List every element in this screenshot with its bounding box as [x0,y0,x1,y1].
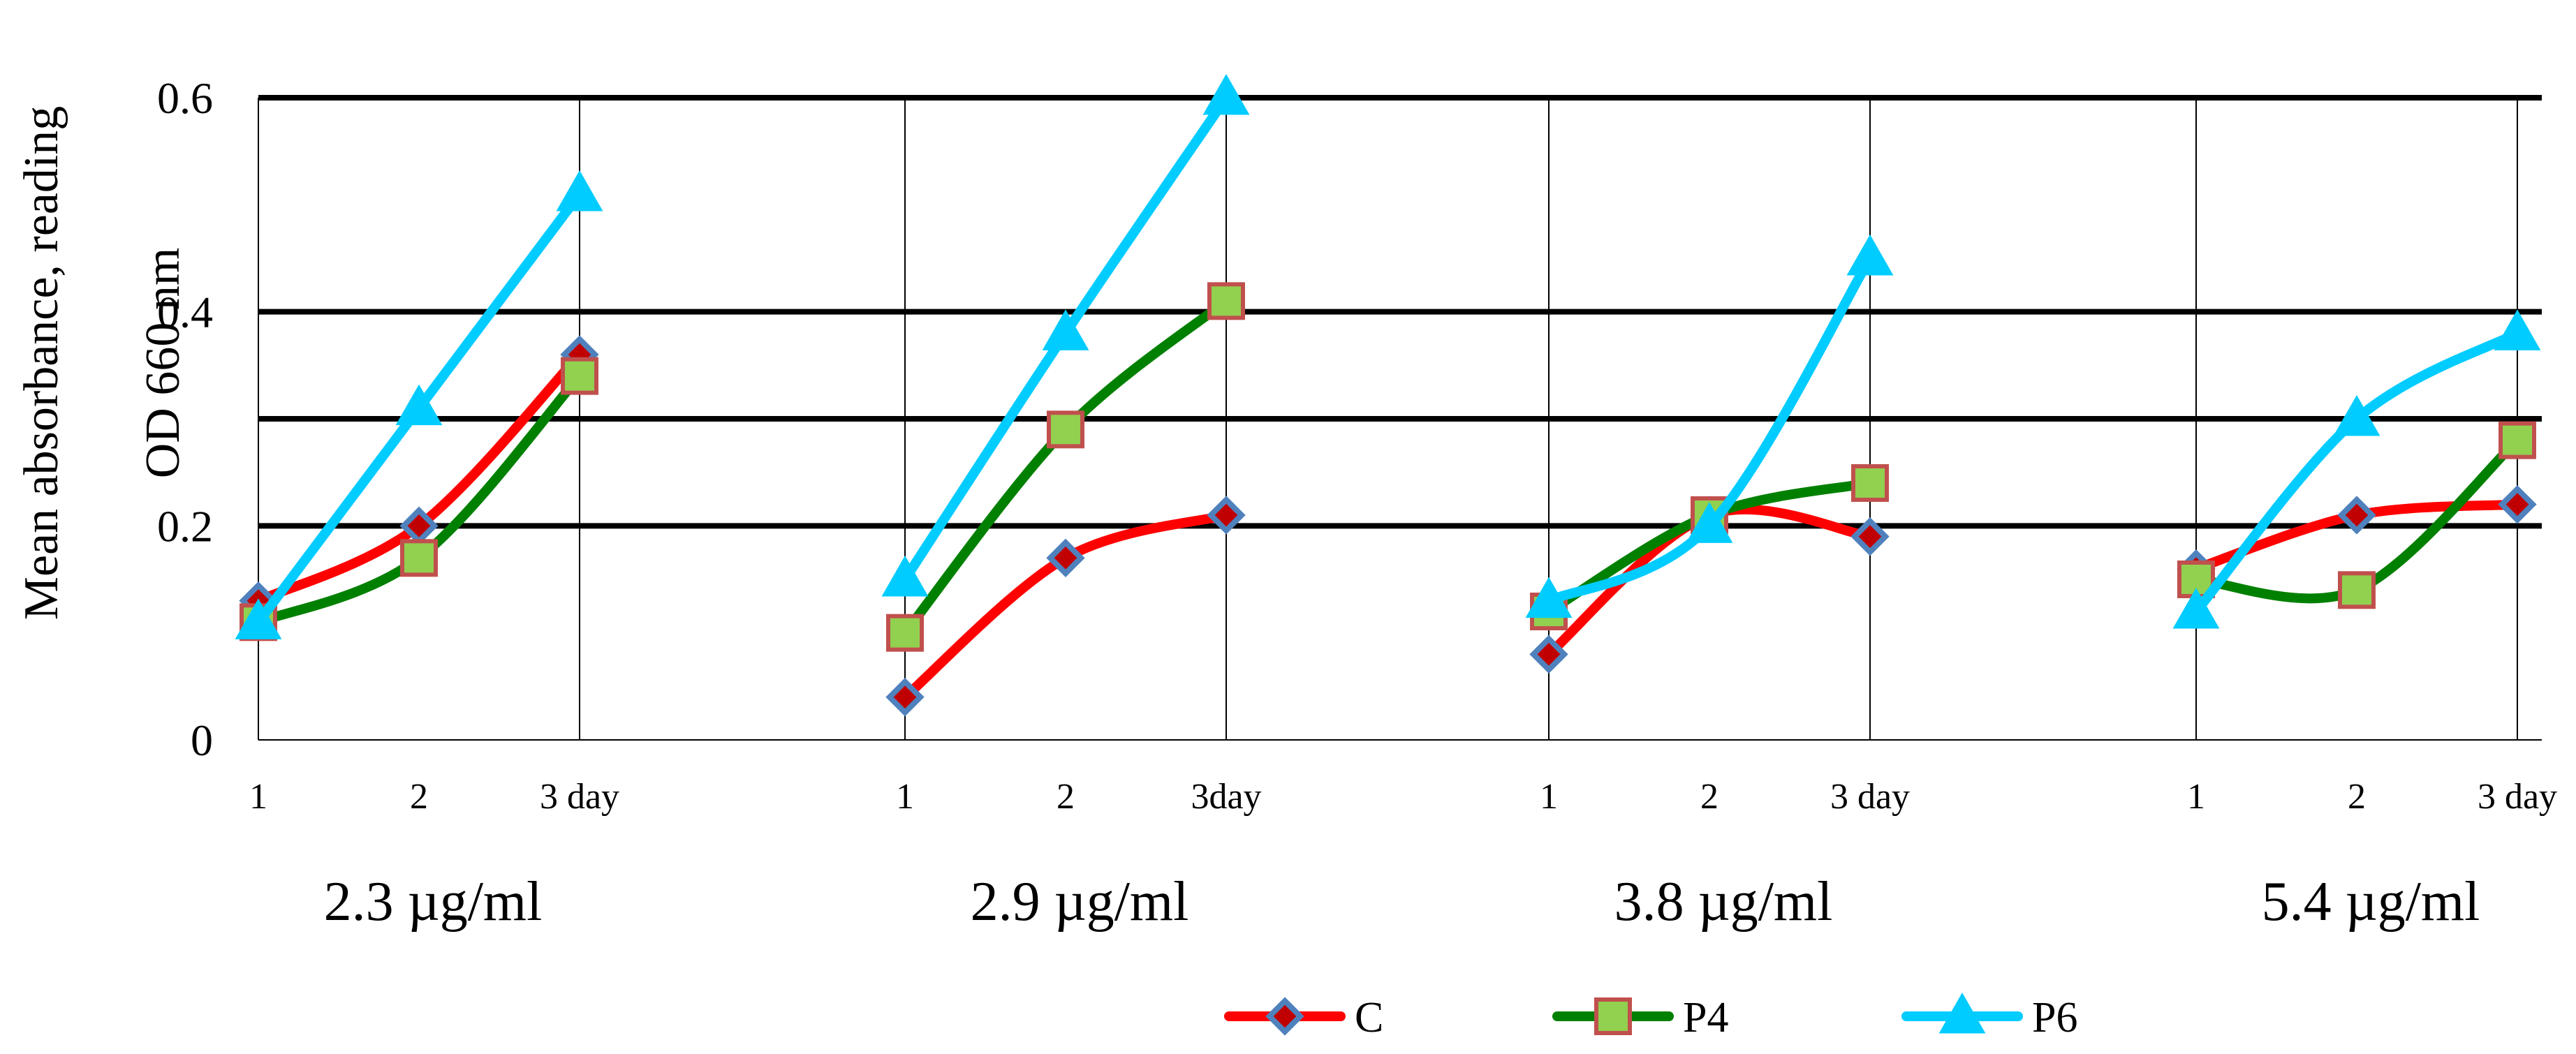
series-P6 [235,73,2541,639]
legend-label-P6: P6 [2032,994,2077,1041]
series-C-point [1046,538,1085,577]
group-label: 3.8 µg/ml [1614,871,1833,933]
series-P6-point [1525,577,1573,618]
y-axis-tick-labels: 0 0.2 0.4 0.6 [157,73,213,765]
series-P6-line-group-2 [1544,253,1875,606]
series-P6-point [395,384,443,426]
x-tick-label: 1 [1540,777,1558,817]
series-P6-point [556,170,603,211]
y-tick-label: 0 [191,715,213,765]
y-tick-label: 0.2 [157,501,213,551]
series-C-point [2498,485,2537,524]
series-P6-point [1042,309,1089,350]
x-tick-label: 2 [410,777,428,817]
series-P6-point [2333,394,2380,436]
group-label: 2.9 µg/ml [971,871,1189,933]
group-label: 2.3 µg/ml [324,871,543,933]
y-axis-label-line-1: Mean absorbance, reading [15,106,68,621]
horizontal-gridlines [258,95,2542,741]
series-C-point [1529,634,1568,674]
legend-marker-C [1265,997,1304,1036]
series-P4-point [1047,410,1084,449]
x-tick-label: 3day [1191,777,1261,817]
series-P6-line-group-3 [2191,328,2522,616]
series-P4-point [1207,282,1245,320]
series-C-point [1850,517,1890,556]
group-label: 5.4 µg/ml [2262,871,2480,933]
series-P6-point [881,555,929,597]
series-C-point [2337,496,2376,535]
series-C-point [885,678,925,717]
x-tick-label: 3 day [1830,777,1910,817]
series-P4-point [886,614,924,652]
x-tick-label: 1 [2187,777,2205,817]
x-tick-label: 2 [1700,777,1718,817]
series-P6-point [1202,73,1250,115]
series-P6-point [1686,502,1733,543]
legend-marker-P6 [1938,992,1986,1034]
y-tick-label: 0.4 [157,288,213,337]
y-axis-label-line-2: OD 660 nm [136,248,190,479]
series-P4-line-group-1 [900,296,1231,638]
series-P4-point [400,539,438,577]
x-tick-label: 1 [249,777,267,817]
series-P4-point [2498,421,2536,459]
series-P6-point [1846,234,1894,276]
series-P4 [240,282,2536,652]
y-tick-label: 0.6 [157,73,213,123]
x-axis-tick-labels: 1 2 3 day 1 2 3day 1 2 3 day 1 2 3 day [249,777,2557,817]
x-tick-label: 2 [2348,777,2366,817]
group-labels: 2.3 µg/ml 2.9 µg/ml 3.8 µg/ml 5.4 µg/ml [324,871,2480,933]
series-P4-point [2338,571,2376,609]
legend-label-C: C [1355,994,1383,1041]
x-tick-label: 2 [1057,777,1075,817]
series-P6-point [2172,587,2220,629]
series-P6-point [235,598,282,639]
x-tick-label: 1 [896,777,914,817]
series-layer [235,73,2541,717]
series-P4-point [561,357,598,395]
series-P4-point [1851,464,1889,502]
legend-label-P4: P4 [1683,994,1728,1041]
legend-marker-P4 [1594,997,1632,1035]
legend: C P4 P6 [1224,992,2077,1041]
series-C-point [1207,496,1246,535]
x-tick-label: 3 day [2478,777,2557,817]
series-P6-point [2494,309,2541,350]
x-tick-label: 3 day [540,777,619,817]
